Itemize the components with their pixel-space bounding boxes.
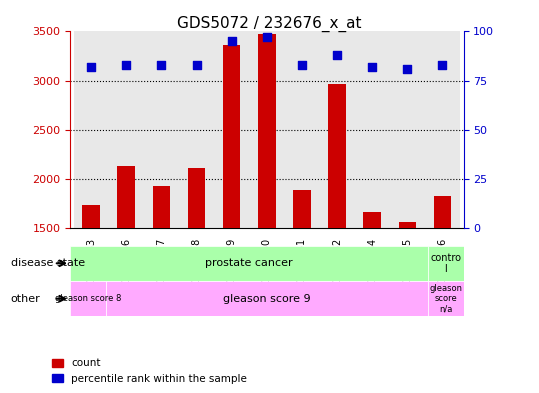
Bar <box>390 31 425 228</box>
Bar <box>118 166 135 228</box>
Point <box>262 34 271 40</box>
Text: disease state: disease state <box>11 258 85 268</box>
Point <box>438 62 447 68</box>
Bar <box>223 45 240 228</box>
Text: gleason score 8: gleason score 8 <box>55 294 121 303</box>
Point <box>87 64 95 70</box>
Bar <box>179 31 214 228</box>
Bar <box>214 31 249 228</box>
FancyBboxPatch shape <box>70 246 428 281</box>
Bar <box>285 31 320 228</box>
Bar <box>249 31 285 228</box>
Bar <box>363 212 381 228</box>
Point <box>192 62 201 68</box>
Point <box>157 62 165 68</box>
Bar <box>355 31 390 228</box>
Text: prostate cancer: prostate cancer <box>205 258 293 268</box>
FancyBboxPatch shape <box>106 281 428 316</box>
Point <box>298 62 306 68</box>
Bar <box>434 195 451 228</box>
Legend: count, percentile rank within the sample: count, percentile rank within the sample <box>49 354 251 388</box>
Text: gleason score 9: gleason score 9 <box>223 294 310 304</box>
Point <box>333 52 341 58</box>
Bar <box>293 189 310 228</box>
Point <box>403 66 412 72</box>
Bar <box>320 31 355 228</box>
Text: gleason
score
n/a: gleason score n/a <box>429 284 462 314</box>
FancyBboxPatch shape <box>428 246 464 281</box>
Text: GDS5072 / 232676_x_at: GDS5072 / 232676_x_at <box>177 16 362 32</box>
Bar <box>425 31 460 228</box>
Bar <box>188 168 205 228</box>
Text: other: other <box>11 294 40 304</box>
Point <box>227 38 236 44</box>
Text: contro
l: contro l <box>430 253 461 274</box>
Bar <box>144 31 179 228</box>
Bar <box>328 84 346 228</box>
Bar <box>109 31 144 228</box>
FancyBboxPatch shape <box>428 281 464 316</box>
Bar <box>153 185 170 228</box>
Point <box>368 64 377 70</box>
Bar <box>258 35 275 228</box>
Bar <box>398 222 416 228</box>
Bar <box>82 205 100 228</box>
FancyBboxPatch shape <box>70 281 106 316</box>
Bar <box>74 31 109 228</box>
Point <box>122 62 130 68</box>
